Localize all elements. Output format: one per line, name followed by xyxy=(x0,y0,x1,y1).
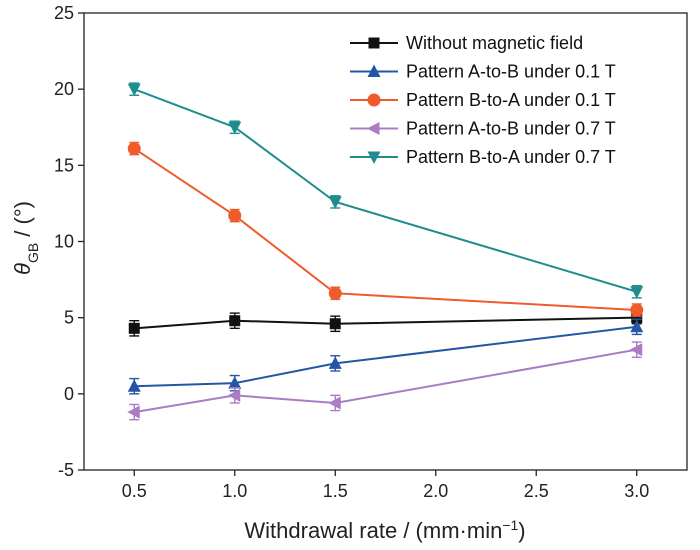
data-point xyxy=(127,405,140,419)
series-line xyxy=(134,325,637,388)
legend-item: Pattern B-to-A under 0.7 T xyxy=(350,147,616,167)
legend-item: Without magnetic field xyxy=(350,33,583,53)
y-tick-label: 15 xyxy=(54,155,74,175)
data-point xyxy=(631,312,643,324)
data-point xyxy=(127,379,141,392)
series-group xyxy=(127,141,644,317)
data-point xyxy=(127,142,141,156)
series-group xyxy=(127,341,643,421)
legend-label: Pattern B-to-A under 0.1 T xyxy=(406,90,616,110)
legend-item: Pattern A-to-B under 0.1 T xyxy=(350,62,616,82)
data-point xyxy=(328,356,342,369)
x-tick-label: 0.5 xyxy=(122,481,147,501)
series-group xyxy=(128,310,643,337)
legend-label: Pattern A-to-B under 0.7 T xyxy=(406,119,616,139)
data-point xyxy=(630,319,644,333)
series-line xyxy=(134,316,637,330)
data-point xyxy=(229,315,241,327)
legend: Without magnetic field Pattern A-to-B und… xyxy=(350,33,616,167)
legend-swatch-marker xyxy=(367,151,381,164)
x-tick-label: 2.5 xyxy=(524,481,549,501)
legend-swatch-marker xyxy=(367,64,381,77)
data-point xyxy=(228,121,242,135)
series-group xyxy=(127,82,644,299)
legend-item: Pattern B-to-A under 0.1 T xyxy=(350,90,616,110)
x-tick-label: 1.5 xyxy=(323,481,348,501)
x-tick-label: 1.0 xyxy=(222,481,247,501)
data-point xyxy=(127,83,141,97)
data-point xyxy=(629,343,643,357)
y-tick-label: 5 xyxy=(64,308,74,328)
legend-swatch-marker xyxy=(368,37,380,49)
x-tick-label: 3.0 xyxy=(624,481,649,501)
legend-swatch-marker xyxy=(367,93,381,107)
y-tick-label: 0 xyxy=(64,384,74,404)
data-point xyxy=(228,209,242,223)
x-axis-title: Withdrawal rate / (mm·min−1) xyxy=(244,517,525,543)
data-point xyxy=(228,376,242,389)
y-axis-title: θGB / (°) xyxy=(10,201,41,275)
y-tick-label: -5 xyxy=(58,460,74,480)
axis-ticks xyxy=(78,12,638,476)
series-layer xyxy=(127,82,644,421)
series-line xyxy=(133,88,638,293)
data-point xyxy=(630,303,644,317)
legend-label: Pattern A-to-B under 0.1 T xyxy=(406,62,616,82)
data-point xyxy=(328,396,341,410)
data-point xyxy=(329,318,341,330)
series-group xyxy=(127,318,644,395)
legend-item: Pattern A-to-B under 0.7 T xyxy=(350,119,616,139)
plot-frame xyxy=(83,12,688,471)
y-tick-label: 25 xyxy=(54,3,74,23)
legend-label: Without magnetic field xyxy=(406,33,583,53)
series-line xyxy=(133,147,637,312)
legend-label: Pattern B-to-A under 0.7 T xyxy=(406,147,616,167)
x-tick-labels: 0.5 1.0 1.5 2.0 2.5 3.0 xyxy=(122,481,650,501)
y-tick-labels: -5 0 5 10 15 20 25 xyxy=(54,3,74,480)
data-point xyxy=(128,322,140,334)
y-tick-label: 10 xyxy=(54,232,74,252)
data-point xyxy=(630,286,644,299)
legend-swatch-marker xyxy=(367,122,380,135)
data-point xyxy=(328,196,342,209)
data-point xyxy=(328,286,342,300)
data-point xyxy=(227,388,241,402)
x-tick-label: 2.0 xyxy=(423,481,448,501)
series-line xyxy=(134,348,637,414)
y-tick-label: 20 xyxy=(54,79,74,99)
